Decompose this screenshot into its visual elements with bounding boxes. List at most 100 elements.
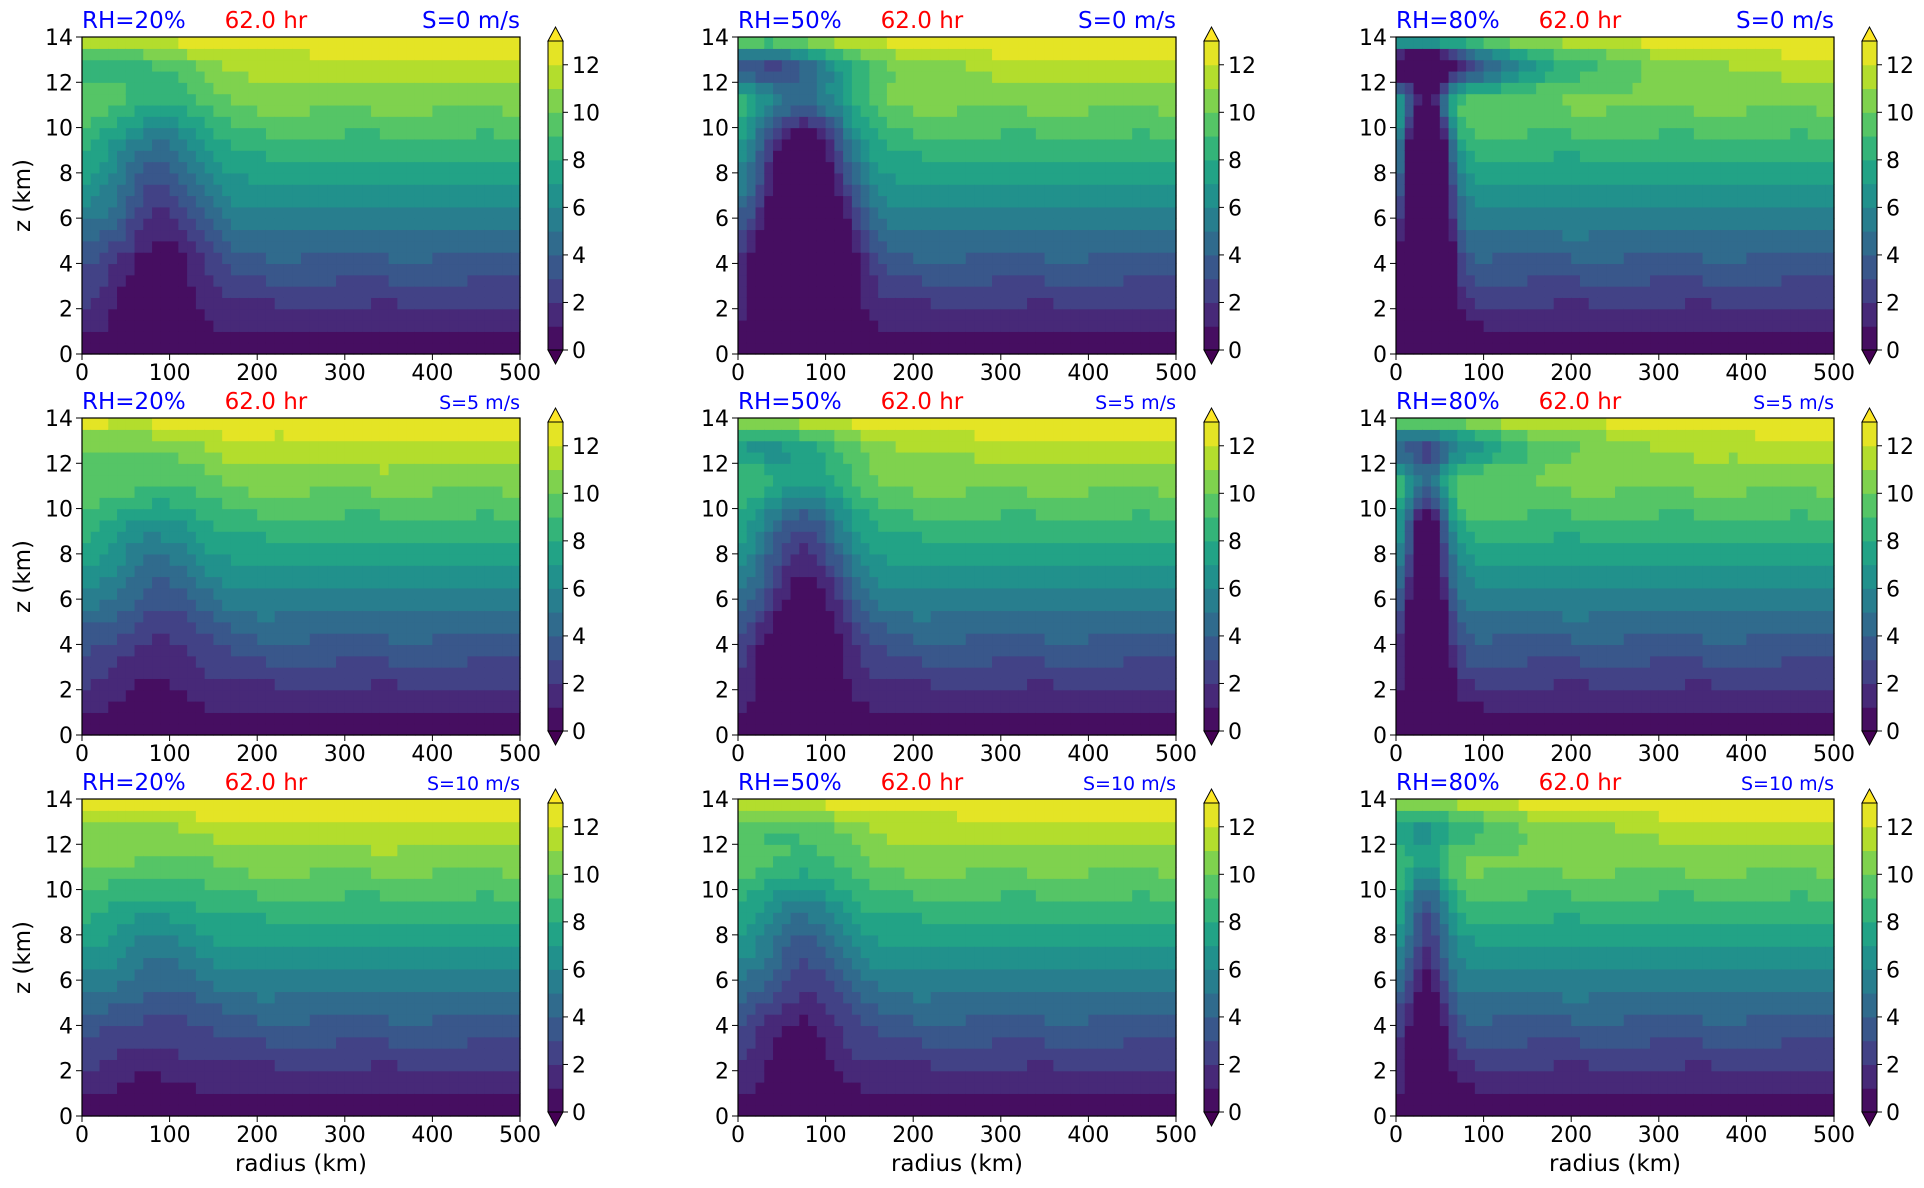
colorbar-extend-max [1861,25,1878,42]
heatmap-cell [1079,138,1089,151]
heatmap-cell [292,320,302,332]
heatmap-cell [939,218,949,231]
heatmap-cell [309,297,320,310]
heatmap-cell [1044,127,1054,140]
heatmap-cell [1035,218,1046,231]
heatmap-cell [125,218,136,231]
heatmap-cell [414,150,425,163]
heatmap-cell [746,286,757,298]
heatmap-cell [318,252,328,265]
heatmap-cell [213,104,223,117]
heatmap-cell [204,678,214,691]
heatmap-cell [204,48,214,61]
heatmap-cell [1431,320,1441,332]
heatmap-cell [371,320,381,332]
heatmap-cell [1018,150,1028,163]
heatmap-cell [178,621,188,634]
heatmap-cell [204,633,214,646]
heatmap-cell [895,150,906,163]
heatmap-cell [1413,297,1423,310]
heatmap-cell [502,59,512,72]
heatmap-cell [239,286,250,298]
heatmap-cell [895,161,906,174]
heatmap-cell [169,37,179,49]
heatmap-cell [257,70,267,83]
heatmap-cell [1044,93,1054,106]
heatmap-cell [169,229,179,242]
heatmap-cell [992,116,1002,129]
heatmap-cell [939,116,949,129]
heatmap-cell [1404,116,1415,129]
heatmap-cell [1562,274,1572,287]
heatmap-cell [1474,229,1485,242]
heatmap-cell [82,70,92,83]
heatmap-cell [913,93,923,106]
heatmap-cell [1457,59,1467,72]
heatmap-cell [921,37,932,49]
heatmap-cell [878,195,888,208]
heatmap-cell [1044,82,1054,95]
heatmap-cell [799,229,809,242]
heatmap-cell [90,712,101,725]
heatmap-cell [187,440,197,453]
heatmap-cell [493,104,504,117]
heatmap-cell [1158,195,1168,208]
heatmap-cell [82,104,92,117]
heatmap-cell [1027,59,1037,72]
heatmap-cell [204,195,214,208]
heatmap-cell [248,218,258,231]
heatmap-cell [1807,150,1818,163]
heatmap-cell [1483,172,1493,185]
heatmap-cell [1070,127,1081,140]
heatmap-cell [1140,274,1151,287]
heatmap-cell [441,48,451,61]
heatmap-cell [764,48,774,61]
heatmap-cell [1676,218,1686,231]
y-tick-label: 4 [59,252,73,277]
heatmap-cell [1772,37,1783,49]
heatmap-cell [1474,240,1485,253]
heatmap-cell [957,218,967,231]
heatmap-cell [930,161,941,174]
heatmap-cell [1623,161,1634,174]
heatmap-cell [117,274,127,287]
heatmap-cell [939,161,949,174]
heatmap-cell [327,195,337,208]
heatmap-cell [187,116,197,129]
heatmap-cell [178,689,188,702]
heatmap-cell [458,161,469,174]
heatmap-cell [1772,82,1783,95]
heatmap-cell [1079,70,1089,83]
heatmap-cell [1571,37,1581,49]
heatmap-cell [152,542,162,555]
heatmap-cell [1457,229,1467,242]
heatmap-cell [90,308,101,321]
heatmap-cell [1079,172,1089,185]
heatmap-cell [230,723,241,736]
colorbar-level [548,278,563,303]
heatmap-cell [1798,184,1809,197]
heatmap-cell [1737,93,1747,106]
heatmap-cell [1650,286,1660,298]
heatmap-cell [1711,308,1721,321]
heatmap-cell [265,37,276,49]
heatmap-cell [1132,286,1142,298]
heatmap-cell [939,48,949,61]
heatmap-cell [301,184,311,197]
heatmap-cell [239,519,250,532]
heatmap-cell [1000,127,1011,140]
heatmap-cell [1720,297,1730,310]
heatmap-cell [1693,37,1704,49]
heatmap-cell [1422,252,1432,265]
heatmap-cell [1702,229,1712,242]
heatmap-cell [187,48,197,61]
heatmap-cell [82,59,92,72]
heatmap-cell [379,218,390,231]
heatmap-cell [1009,342,1019,355]
heatmap-cell [379,104,390,117]
heatmap-cell [195,451,206,464]
heatmap-cell [1816,93,1826,106]
heatmap-cell [1825,82,1835,95]
heatmap-cell [99,229,109,242]
heatmap-cell [82,553,92,566]
